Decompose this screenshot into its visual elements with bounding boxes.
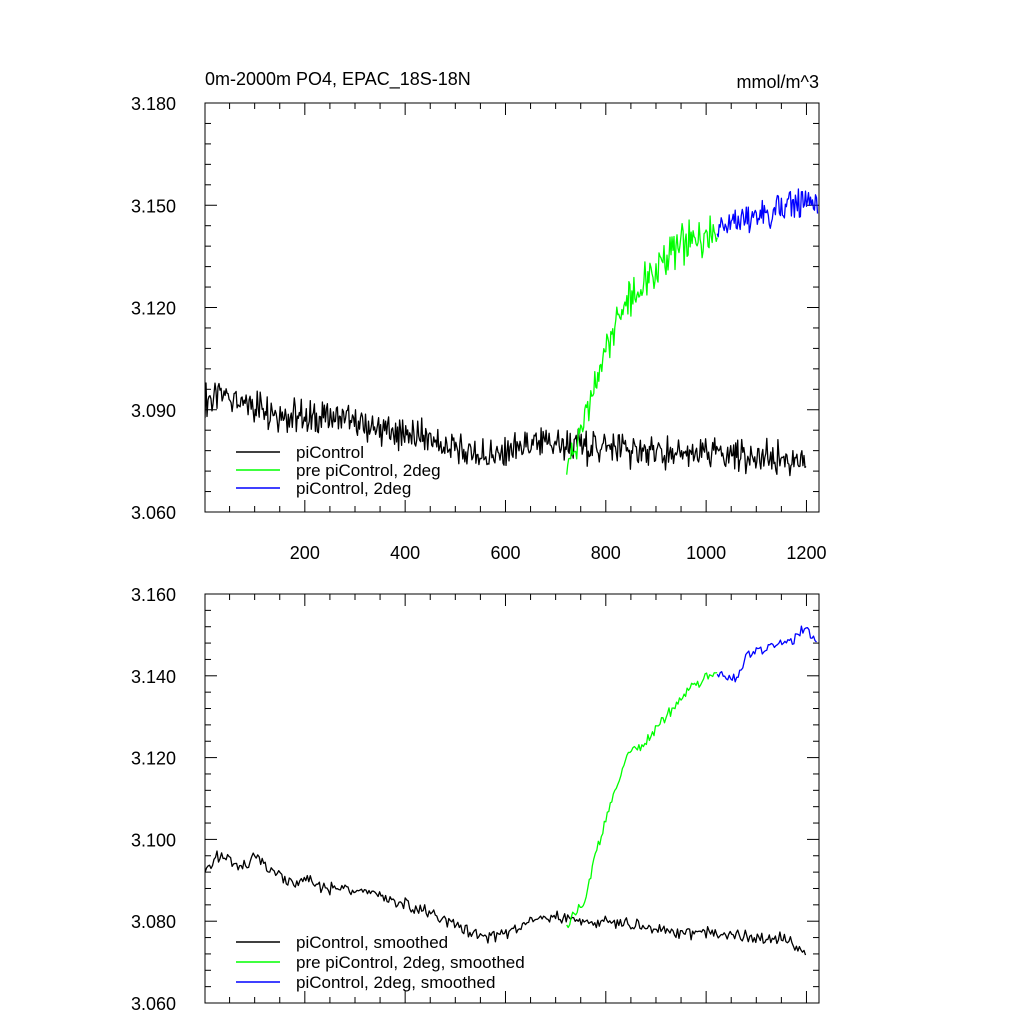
series-line-3 (716, 188, 819, 238)
y-tick-label: 3.150 (131, 196, 176, 216)
legend-label: piControl (296, 443, 364, 462)
series-line-3 (716, 625, 817, 683)
plot-frame (204, 102, 820, 513)
series-group (205, 625, 817, 956)
series-line-1 (205, 382, 807, 477)
series-line-1 (205, 850, 807, 956)
y-tick-label: 3.180 (131, 94, 176, 114)
series-line-2 (566, 671, 718, 929)
y-tick-label: 3.120 (131, 749, 176, 769)
x-tick-label: 800 (591, 543, 621, 563)
legend-label: piControl, smoothed (296, 933, 448, 952)
series-group (205, 188, 819, 477)
x-tick-label: 600 (490, 543, 520, 563)
legend-label: piControl, 2deg (296, 479, 411, 498)
axis-ticks (205, 102, 819, 513)
y-tick-label: 3.160 (131, 585, 176, 605)
y-tick-label: 3.100 (131, 830, 176, 850)
y-tick-label: 3.060 (131, 503, 176, 523)
bottom-panel: 3.060 3.080 3.100 3.120 3.140 3.160 piControl,… (131, 585, 820, 1014)
x-tick-label: 200 (290, 543, 320, 563)
chart-title: 0m-2000m PO4, EPAC_18S-18N (205, 69, 471, 90)
y-tick-label: 3.080 (131, 912, 176, 932)
legend-label: pre piControl, 2deg (296, 461, 441, 480)
legend-label: pre piControl, 2deg, smoothed (296, 953, 525, 972)
legend-label: piControl, 2deg, smoothed (296, 973, 495, 992)
top-panel: 0m-2000m PO4, EPAC_18S-18N mmol/m^3 3.060 3… (131, 69, 827, 563)
y-tick-label: 3.140 (131, 667, 176, 687)
axis-ticks (205, 593, 819, 1004)
x-tick-label: 400 (390, 543, 420, 563)
units-label: mmol/m^3 (737, 72, 819, 92)
y-tick-label: 3.120 (131, 299, 176, 319)
y-tick-label: 3.090 (131, 401, 176, 421)
x-tick-label: 1200 (786, 543, 826, 563)
y-tick-label: 3.060 (131, 994, 176, 1014)
plot-frame (204, 593, 820, 1004)
series-line-2 (566, 215, 718, 475)
x-tick-label: 1000 (686, 543, 726, 563)
